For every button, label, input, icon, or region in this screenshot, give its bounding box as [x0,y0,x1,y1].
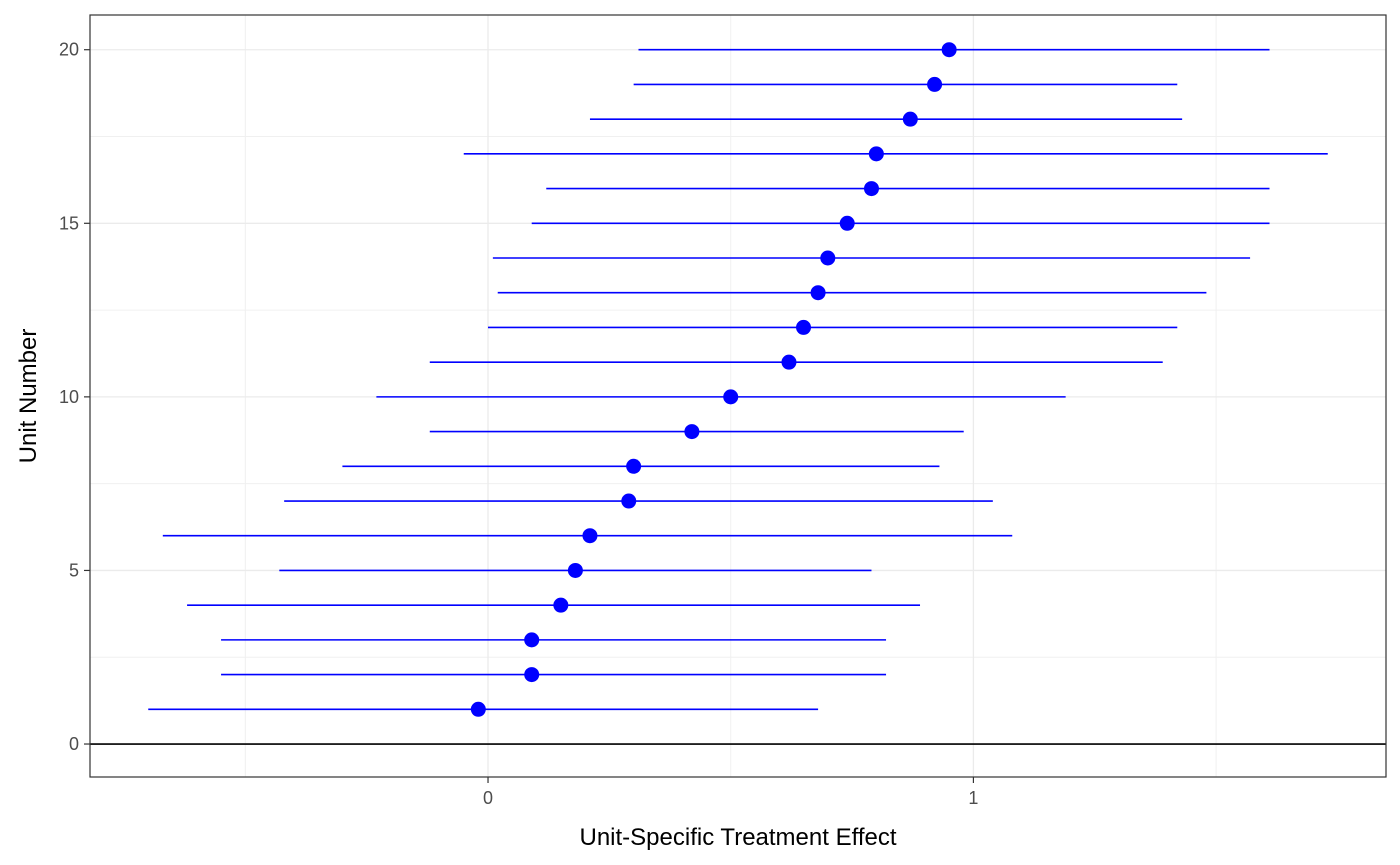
point-unit-4 [553,597,569,613]
point-unit-20 [941,42,957,58]
point-unit-10 [723,389,739,405]
y-tick-label: 15 [59,213,79,233]
confidence-intervals [148,48,1328,711]
point-unit-9 [684,424,700,440]
point-unit-16 [863,181,879,197]
point-unit-3 [524,632,540,648]
point-unit-14 [820,250,836,266]
point-unit-12 [796,319,812,335]
x-tick-label: 1 [968,788,978,808]
point-unit-11 [781,354,797,370]
y-axis-ticks: 0 5 10 15 20 [59,40,90,754]
point-unit-18 [902,111,918,127]
point-unit-13 [810,285,826,301]
x-tick-label: 0 [483,788,493,808]
x-axis-title: Unit-Specific Treatment Effect [579,824,896,851]
y-tick-label: 10 [59,387,79,407]
point-unit-8 [626,458,642,474]
y-tick-label: 5 [69,560,79,580]
point-unit-2 [524,667,540,683]
point-unit-17 [868,146,884,162]
point-unit-6 [582,528,598,544]
point-unit-19 [927,76,943,92]
plot-border [89,14,1387,778]
point-unit-7 [621,493,637,509]
y-axis-title: Unit Number [15,329,42,464]
point-unit-5 [567,562,583,578]
point-unit-1 [470,701,486,717]
y-tick-label: 0 [69,734,79,754]
point-unit-15 [839,215,855,231]
y-tick-label: 20 [59,40,79,60]
point-estimates [470,42,957,717]
